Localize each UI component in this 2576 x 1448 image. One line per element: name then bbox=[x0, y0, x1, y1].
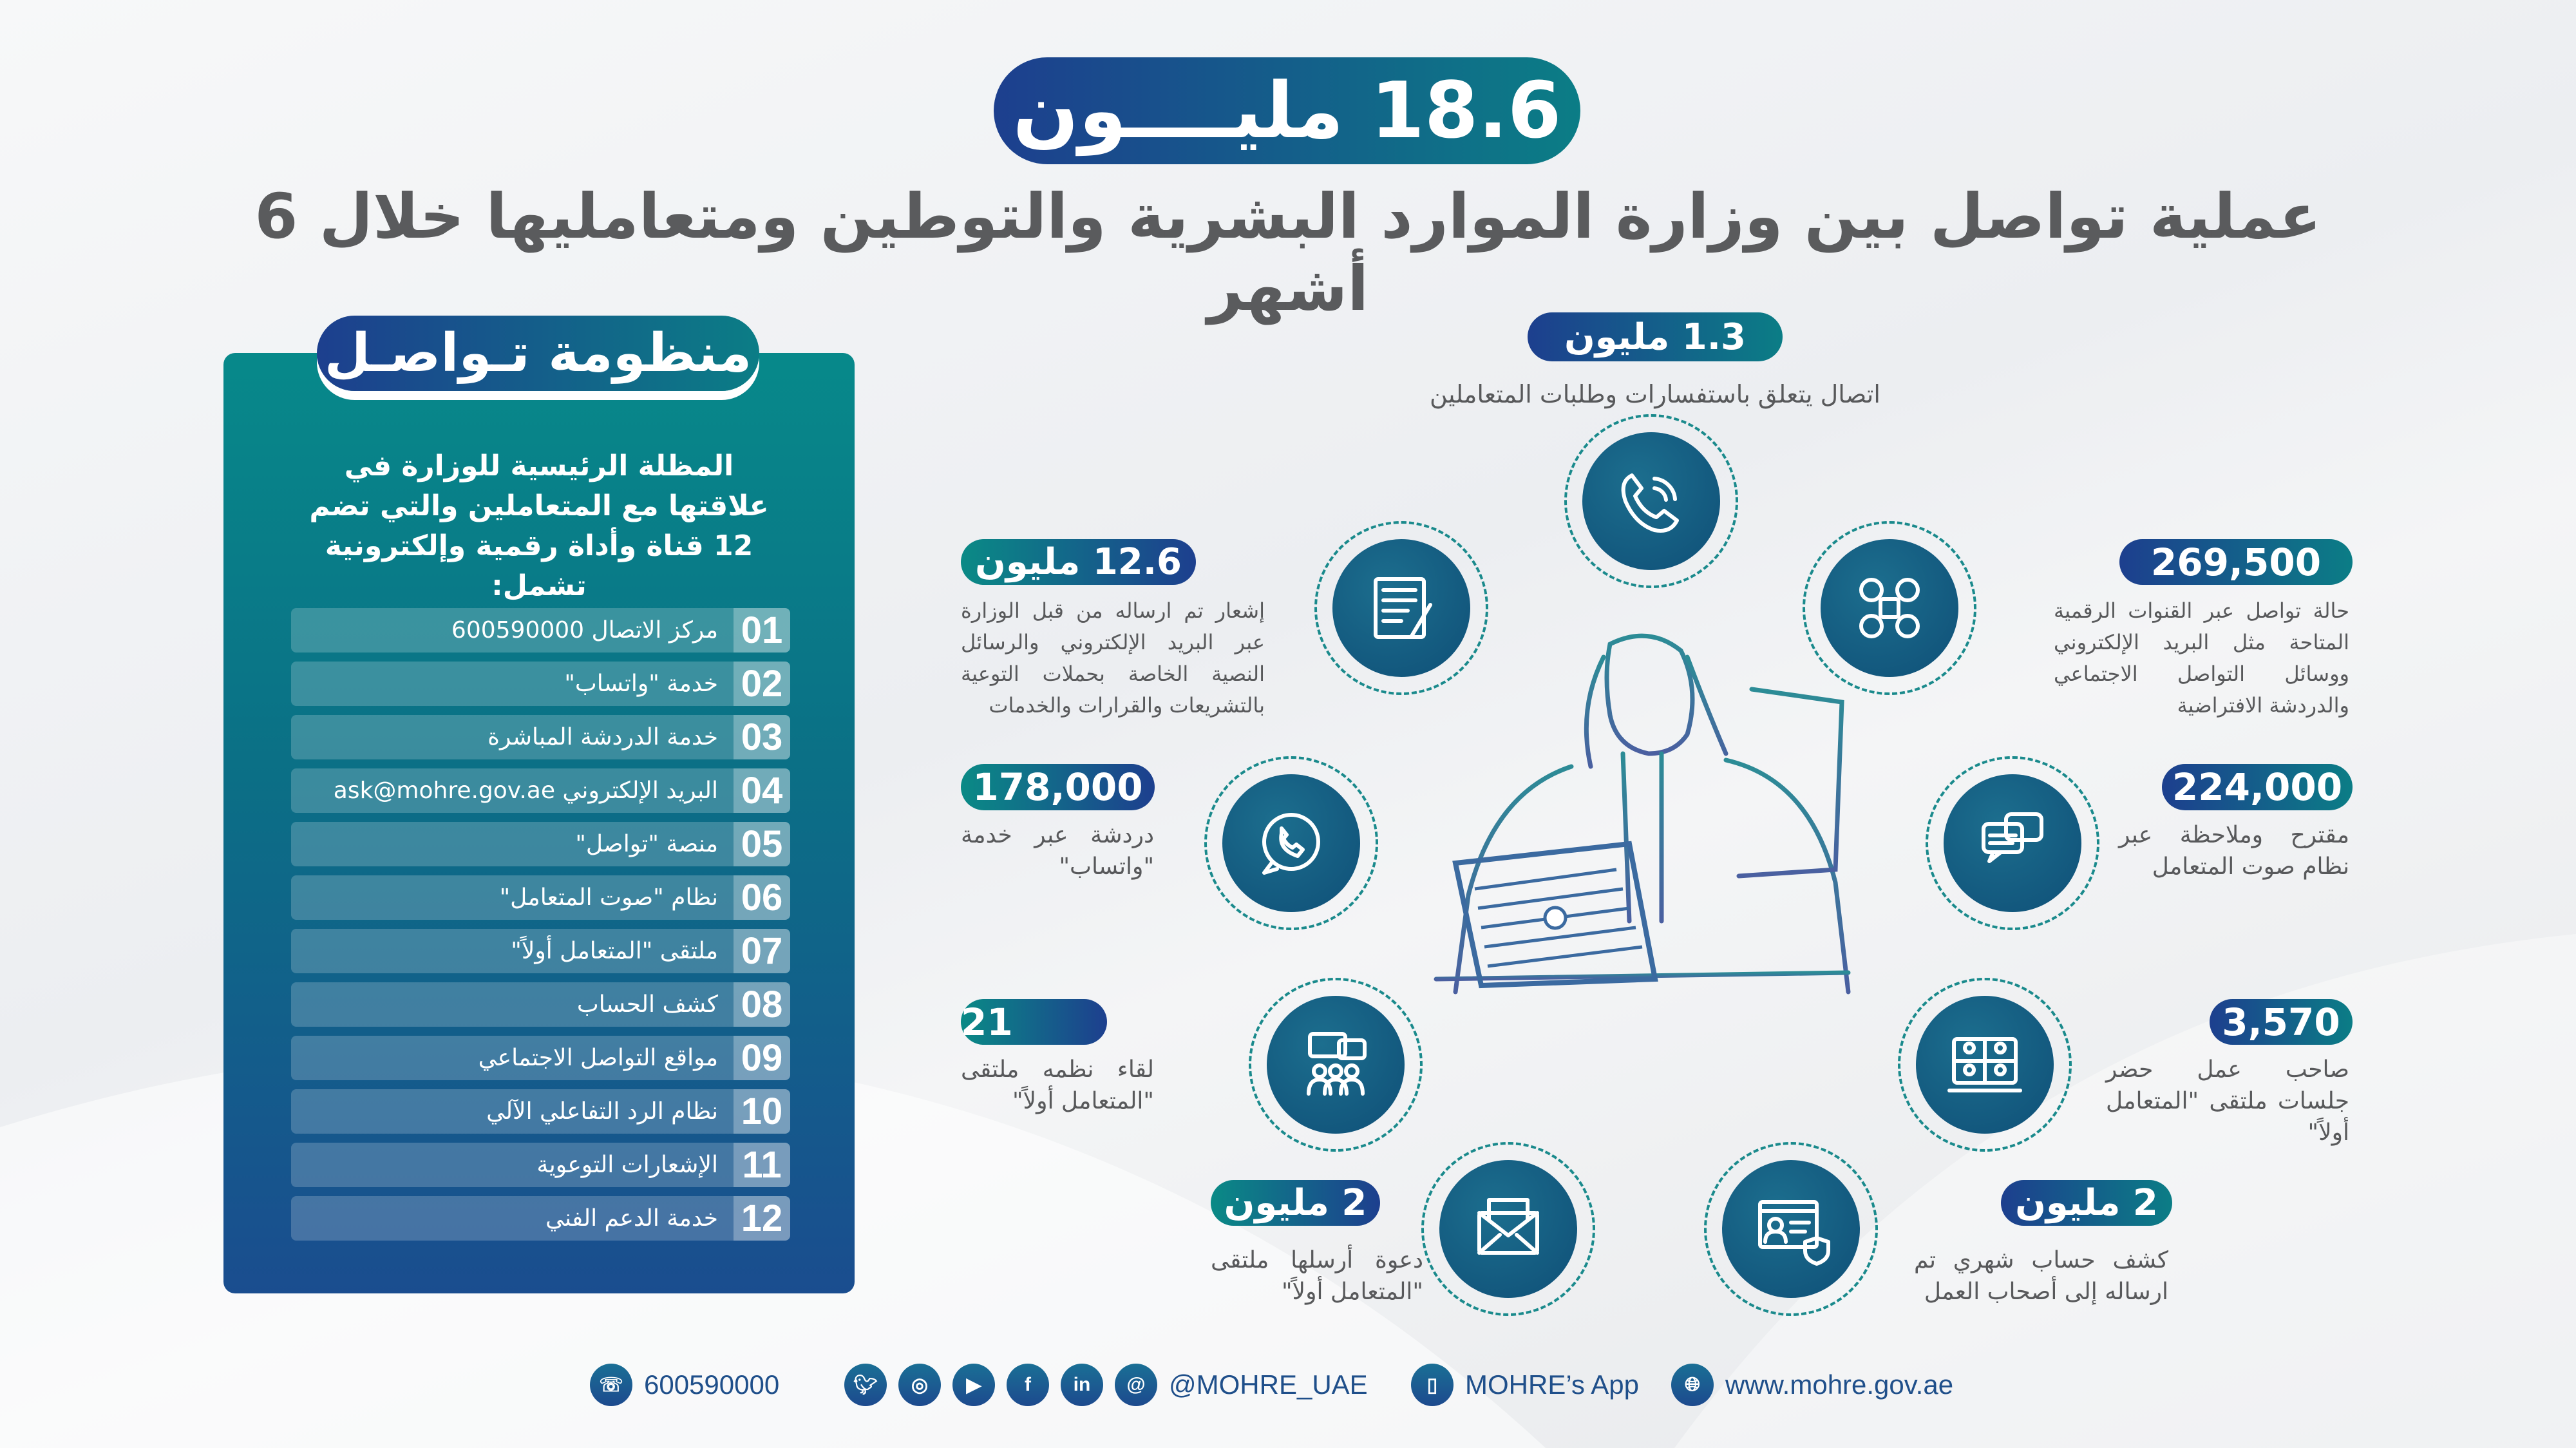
channel-number: 04 bbox=[734, 768, 790, 813]
channel-list-item: 03 خدمة الدردشة المباشرة bbox=[291, 715, 790, 759]
globe-icon: 🌐︎ bbox=[1671, 1364, 1714, 1406]
stat-meetings-text: لقاء نظمه ملتقى "المتعامل أولاً" bbox=[961, 1056, 1154, 1114]
channel-list-item: 07 ملتقى "المتعامل أولاً" bbox=[291, 929, 790, 973]
smartphone-icon: ▯ bbox=[1411, 1364, 1454, 1406]
stat-digital-value: 269,500 bbox=[2119, 539, 2353, 585]
channel-number: 10 bbox=[734, 1089, 790, 1134]
panel-intro: المظلة الرئيسية للوزارة في علاقتها مع ال… bbox=[309, 450, 769, 602]
channel-list-item: 09 مواقع التواصل الاجتماعي bbox=[291, 1036, 790, 1080]
footer-phone[interactable]: ☏ 600590000 bbox=[590, 1364, 779, 1406]
channel-list-item: 04 البريد الإلكتروني ask@mohre.gov.ae bbox=[291, 768, 790, 813]
dashed-ring bbox=[1314, 521, 1488, 695]
channel-number: 05 bbox=[734, 822, 790, 866]
dashed-ring bbox=[1204, 756, 1378, 930]
channel-list-item: 02 خدمة "واتساب" bbox=[291, 662, 790, 706]
footer-social: 🐦︎ ◎ ▶ f in @ @MOHRE_UAE bbox=[844, 1364, 1368, 1406]
dashed-ring bbox=[1249, 978, 1423, 1152]
channels-panel: المظلة الرئيسية للوزارة في علاقتها مع ال… bbox=[223, 353, 855, 1293]
linkedin-icon[interactable]: in bbox=[1061, 1364, 1103, 1406]
channel-number: 09 bbox=[734, 1036, 790, 1080]
channel-list-item: 11 الإشعارات التوعوية bbox=[291, 1143, 790, 1187]
stat-statements-text: كشف حساب شهري تم ارساله إلى أصحاب العمل bbox=[1914, 1247, 2168, 1305]
threads-icon[interactable]: @ bbox=[1115, 1364, 1157, 1406]
channel-number: 07 bbox=[734, 929, 790, 973]
footer-website[interactable]: 🌐︎ www.mohre.gov.ae bbox=[1671, 1364, 1953, 1406]
panel-title: منظومة تـواصـل bbox=[317, 316, 759, 391]
dashed-ring bbox=[1926, 756, 2099, 930]
stat-attendees-text: صاحب عمل حضر جلسات ملتقى "المتعامل أولاً… bbox=[2106, 1056, 2349, 1146]
channel-list-item: 06 نظام "صوت المتعامل" bbox=[291, 875, 790, 920]
channel-list-item: 05 منصة "تواصل" bbox=[291, 822, 790, 866]
headline-badge: 18.6 مليــــون bbox=[994, 57, 1580, 164]
channel-number: 03 bbox=[734, 715, 790, 759]
facebook-icon[interactable]: f bbox=[1007, 1364, 1049, 1406]
phone-icon bbox=[1582, 432, 1720, 570]
channel-label: الإشعارات التوعوية bbox=[536, 1152, 718, 1178]
stat-invitations-text: دعوة أرسلها ملتقى "المتعامل أولاً" bbox=[1211, 1247, 1423, 1305]
channel-label: نظام الرد التفاعلي الآلي bbox=[486, 1098, 718, 1125]
video-conference-icon bbox=[1916, 996, 2054, 1134]
channel-label: خدمة الدردشة المباشرة bbox=[488, 724, 718, 750]
dashed-ring bbox=[1564, 414, 1738, 588]
channel-label: خدمة "واتساب" bbox=[564, 671, 718, 697]
youtube-icon[interactable]: ▶ bbox=[952, 1364, 995, 1406]
channel-number: 08 bbox=[734, 982, 790, 1027]
twitter-icon[interactable]: 🐦︎ bbox=[844, 1364, 887, 1406]
channel-label: نظام "صوت المتعامل" bbox=[499, 884, 718, 911]
dashed-ring bbox=[1421, 1142, 1595, 1316]
channel-label: مركز الاتصال 600590000 bbox=[451, 617, 718, 643]
account-statement-icon bbox=[1722, 1160, 1860, 1298]
meeting-icon bbox=[1267, 996, 1405, 1134]
social-media-icon bbox=[1821, 539, 1958, 677]
channel-list-item: 12 خدمة الدعم الفني bbox=[291, 1196, 790, 1241]
stat-digital-text: حالة تواصل عبر القنوات الرقمية المتاحة م… bbox=[2054, 598, 2349, 718]
instagram-icon[interactable]: ◎ bbox=[898, 1364, 941, 1406]
person-at-laptop-illustration bbox=[1434, 633, 1851, 995]
stat-whatsapp-text: دردشة عبر خدمة "واتساب" bbox=[961, 822, 1154, 880]
document-icon bbox=[1332, 539, 1470, 677]
stat-meetings-value: 21 bbox=[961, 999, 1107, 1045]
channel-number: 06 bbox=[734, 875, 790, 920]
chat-bubbles-icon bbox=[1944, 774, 2081, 912]
channel-number: 12 bbox=[734, 1196, 790, 1241]
channel-number: 02 bbox=[734, 662, 790, 706]
footer-app-label: MOHRE’s App bbox=[1465, 1369, 1639, 1400]
stat-invitations-value: 2 مليون bbox=[1211, 1180, 1380, 1226]
stat-whatsapp-value: 178,000 bbox=[961, 764, 1155, 810]
channel-number: 01 bbox=[734, 608, 790, 653]
channel-label: كشف الحساب bbox=[576, 991, 718, 1018]
channel-label: خدمة الدعم الفني bbox=[545, 1205, 718, 1232]
channel-list-item: 08 كشف الحساب bbox=[291, 982, 790, 1027]
channel-list-item: 01 مركز الاتصال 600590000 bbox=[291, 608, 790, 653]
footer-website-link[interactable]: www.mohre.gov.ae bbox=[1725, 1369, 1954, 1400]
footer-social-handle[interactable]: @MOHRE_UAE bbox=[1169, 1369, 1368, 1400]
page-subtitle: عملية تواصل بين وزارة الموارد البشرية وا… bbox=[254, 180, 2322, 325]
channel-label: منصة "تواصل" bbox=[575, 831, 718, 857]
dashed-ring bbox=[1803, 521, 1976, 695]
footer-app[interactable]: ▯ MOHRE’s App bbox=[1411, 1364, 1639, 1406]
footer-phone-number: 600590000 bbox=[644, 1369, 780, 1400]
phone-icon: ☏ bbox=[590, 1364, 632, 1406]
channel-label: البريد الإلكتروني ask@mohre.gov.ae bbox=[333, 777, 718, 804]
stat-statements-value: 2 مليون bbox=[2001, 1180, 2172, 1226]
stat-calls-text: اتصال يتعلق باستفسارات وطلبات المتعاملين bbox=[1430, 380, 1880, 408]
whatsapp-icon bbox=[1222, 774, 1360, 912]
channel-label: ملتقى "المتعامل أولاً" bbox=[511, 938, 718, 964]
stat-voice-value: 224,000 bbox=[2162, 764, 2353, 810]
stat-voice-text: مقترح وملاحظة عبر نظام صوت المتعامل bbox=[2119, 822, 2349, 880]
stat-attendees-value: 3,570 bbox=[2210, 999, 2353, 1045]
stat-notifications-value: 12.6 مليون bbox=[961, 539, 1196, 585]
dashed-ring bbox=[1704, 1142, 1878, 1316]
stat-notifications-text: إشعار تم ارساله من قبل الوزارة عبر البري… bbox=[961, 598, 1265, 718]
channel-number: 11 bbox=[734, 1143, 790, 1187]
channel-label: مواقع التواصل الاجتماعي bbox=[478, 1045, 718, 1071]
dashed-ring bbox=[1898, 978, 2072, 1152]
envelope-icon bbox=[1439, 1160, 1577, 1298]
channel-list-item: 10 نظام الرد التفاعلي الآلي bbox=[291, 1089, 790, 1134]
stat-calls-value: 1.3 مليون bbox=[1528, 312, 1783, 361]
